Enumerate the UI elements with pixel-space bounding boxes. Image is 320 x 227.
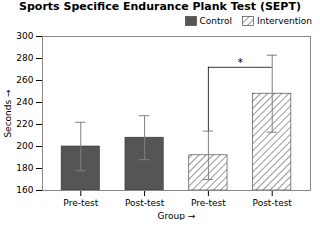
svg-text:Pre-test: Pre-test: [191, 198, 226, 208]
svg-text:180: 180: [16, 163, 33, 173]
html-text:Intervention: Intervention: [257, 15, 312, 26]
svg-text:300: 300: [16, 31, 33, 41]
svg-text:160: 160: [16, 185, 33, 195]
svg-text:Post-test: Post-test: [125, 198, 165, 208]
html-text:Control: Control: [199, 15, 233, 26]
svg-text:220: 220: [16, 119, 33, 129]
svg-text:Pre-test: Pre-test: [63, 198, 98, 208]
svg-text:Post-test: Post-test: [253, 198, 293, 208]
svg-text:260: 260: [16, 75, 33, 85]
svg-text:240: 240: [16, 97, 33, 107]
svg-text:*: *: [238, 56, 244, 69]
svg-text:280: 280: [16, 53, 33, 63]
html-text:Sports Specifice Endurance Pla: Sports Specifice Endurance Plank Test (S…: [19, 0, 301, 13]
svg-text:Group →: Group →: [158, 211, 196, 221]
svg-text:Seconds →: Seconds →: [3, 89, 13, 138]
svg-text:200: 200: [16, 141, 33, 151]
